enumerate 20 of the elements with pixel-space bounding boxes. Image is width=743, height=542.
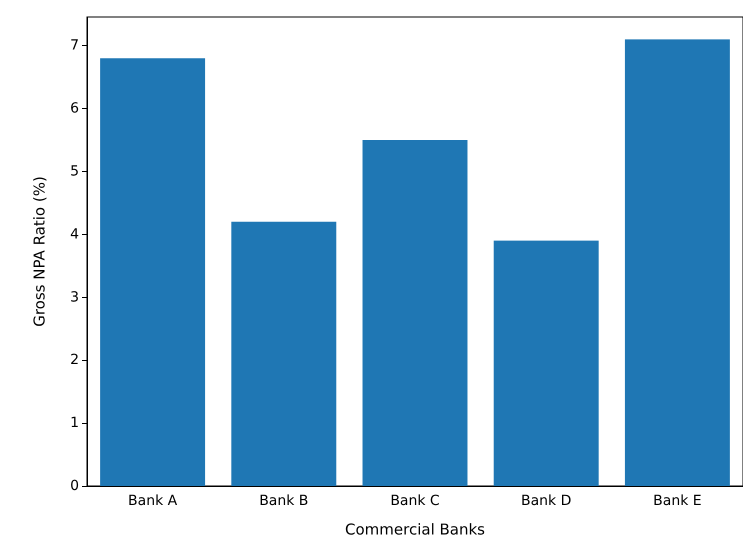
y-tick-label: 4: [70, 226, 80, 242]
y-tick-label: 6: [70, 100, 80, 117]
y-tick-label: 0: [70, 478, 79, 494]
bar: [231, 222, 336, 486]
x-axis-title: Commercial Banks: [345, 520, 486, 538]
y-tick-label: 7: [70, 38, 79, 54]
y-tick-label: 3: [70, 289, 79, 306]
y-tick-label: 5: [70, 163, 79, 180]
bar: [624, 39, 730, 486]
x-tick-label: Bank E: [653, 493, 702, 509]
bar: [362, 140, 468, 486]
y-tick-label: 2: [70, 352, 79, 368]
x-tick-label: Bank A: [128, 493, 178, 509]
x-tick-label: Bank D: [520, 493, 572, 509]
y-axis-title: Gross NPA Ratio (%): [30, 176, 48, 327]
x-tick-label: Bank B: [259, 493, 308, 509]
bar: [100, 58, 206, 486]
x-tick-label: Bank C: [390, 493, 440, 509]
y-tick-label: 1: [70, 415, 79, 432]
bar: [494, 240, 599, 486]
